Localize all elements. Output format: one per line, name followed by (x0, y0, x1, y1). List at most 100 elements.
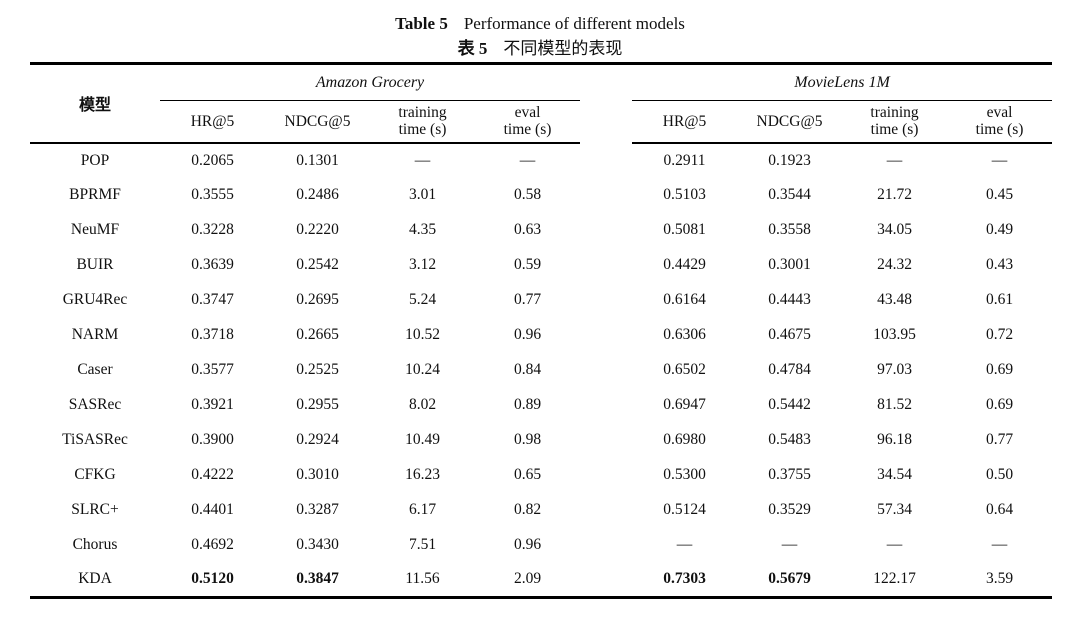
value-cell: 0.4401 (191, 501, 234, 518)
value-cell: — (886, 536, 903, 553)
metric-label-unit: time (s) (503, 121, 552, 139)
metric-column-header: HR@5 (632, 100, 738, 144)
value-cell: 0.3747 (191, 291, 234, 308)
value-cell: 0.5124 (663, 501, 706, 518)
value-cell: 0.3755 (768, 466, 811, 483)
value-cell: — (886, 151, 903, 169)
value-cell: 122.17 (873, 570, 916, 588)
value-cell: 0.58 (513, 186, 542, 203)
value-cell: 0.2542 (296, 256, 339, 273)
metric-label: training (870, 104, 919, 122)
value-cell: 6.17 (408, 501, 437, 518)
value-cell: 0.5103 (663, 186, 706, 203)
row-spacer (580, 248, 632, 283)
group-spacer (580, 64, 632, 101)
model-name: BUIR (76, 256, 114, 273)
value-cell: 0.77 (513, 291, 542, 308)
value-cell: 0.1923 (768, 151, 811, 169)
value-cell: 0.3228 (191, 221, 234, 238)
metric-label: NDCG@5 (756, 112, 823, 130)
value-cell: 0.2220 (296, 221, 339, 238)
metric-label: eval (514, 104, 541, 122)
value-cell: 24.32 (877, 256, 912, 273)
value-cell: 0.2486 (296, 186, 339, 203)
row-spacer (580, 143, 632, 178)
value-cell: 0.3847 (296, 570, 339, 588)
value-cell: 0.43 (985, 256, 1014, 273)
value-cell: 0.4443 (768, 291, 811, 308)
value-cell: 10.24 (405, 361, 440, 378)
performance-table: 模型 Amazon Grocery MovieLens 1M HR@5 NDCG@5 tr… (30, 62, 1053, 599)
value-cell: 0.6306 (663, 326, 706, 343)
value-cell: 0.69 (985, 361, 1014, 378)
value-cell: 0.4429 (663, 256, 706, 273)
value-cell: 0.4675 (768, 326, 811, 343)
table-row: NARM 0.3718 0.2665 10.52 0.96 0.6306 0.4675 103… (30, 318, 1052, 353)
value-cell: 0.2911 (663, 151, 706, 169)
table-row: Caser 0.3577 0.2525 10.24 0.84 0.6502 0.4784 97… (30, 353, 1052, 388)
caption-en-text: Performance of different models (463, 14, 685, 33)
value-cell: 4.35 (408, 221, 437, 238)
value-cell: 0.2065 (191, 151, 234, 169)
value-cell: 81.52 (877, 396, 912, 413)
value-cell: 0.89 (513, 396, 542, 413)
value-cell: 34.54 (877, 466, 912, 483)
model-name: SASRec (68, 396, 122, 413)
model-name: POP (80, 151, 110, 169)
value-cell: 0.3010 (296, 466, 339, 483)
row-spacer (580, 318, 632, 353)
caption-zh-label: 表 5 (457, 39, 488, 58)
table-row: SLRC+ 0.4401 0.3287 6.17 0.82 0.5124 0.3529 57.… (30, 493, 1052, 528)
metric-column-header: NDCG@5 (265, 100, 370, 144)
metric-column-header: HR@5 (160, 100, 265, 144)
value-cell: 0.49 (985, 221, 1014, 238)
model-name: KDA (78, 570, 112, 588)
row-spacer (580, 283, 632, 318)
table-row: TiSASRec 0.3900 0.2924 10.49 0.98 0.6980 0.548… (30, 423, 1052, 458)
value-cell: 21.72 (877, 186, 912, 203)
table-row: GRU4Rec 0.3747 0.2695 5.24 0.77 0.6164 0.4443 4… (30, 283, 1052, 318)
table-row: BPRMF 0.3555 0.2486 3.01 0.58 0.5103 0.3544 21.… (30, 178, 1052, 213)
model-column-header: 模型 (30, 63, 160, 144)
row-spacer (580, 178, 632, 213)
value-cell: 0.7303 (663, 570, 706, 588)
header-sub-row: HR@5 NDCG@5 training time (s) eval time (s) HR… (30, 100, 1053, 144)
value-cell: 10.52 (405, 326, 440, 343)
value-cell: 0.6947 (663, 396, 706, 413)
table-body: POP 0.2065 0.1301 — — 0.2911 0.1923 — — BPRMF 0.35… (30, 143, 1052, 598)
value-cell: 0.2695 (296, 291, 339, 308)
value-cell: 0.3001 (768, 256, 811, 273)
value-cell: 103.95 (873, 326, 916, 343)
metric-column-header: training time (s) (842, 100, 948, 144)
value-cell: 57.34 (877, 501, 912, 518)
table-row: Chorus 0.4692 0.3430 7.51 0.96 — — — — (30, 528, 1052, 563)
table-row: POP 0.2065 0.1301 — — 0.2911 0.1923 — — (30, 143, 1052, 178)
table-row: SASRec 0.3921 0.2955 8.02 0.89 0.6947 0.5442 81… (30, 388, 1052, 423)
value-cell: — (676, 536, 693, 553)
value-cell: 0.82 (513, 501, 542, 518)
value-cell: 7.51 (408, 536, 437, 553)
value-cell: 0.3430 (296, 536, 339, 553)
model-name: NeuMF (70, 221, 120, 238)
value-cell: 0.6980 (663, 431, 706, 448)
table-head: 模型 Amazon Grocery MovieLens 1M HR@5 NDCG@5 tr… (30, 63, 1053, 144)
value-cell: 0.84 (513, 361, 542, 378)
table-row: CFKG 0.4222 0.3010 16.23 0.65 0.5300 0.3755 34.… (30, 458, 1052, 493)
value-cell: 0.4692 (191, 536, 234, 553)
caption-english: Table 5 Performance of different models (0, 11, 1080, 36)
row-spacer (580, 388, 632, 423)
value-cell: 3.59 (985, 570, 1014, 588)
value-cell: 0.77 (985, 431, 1014, 448)
value-cell: 0.5300 (663, 466, 706, 483)
value-cell: 0.2525 (296, 361, 339, 378)
value-cell: 0.4784 (768, 361, 811, 378)
metric-label: eval (986, 104, 1013, 122)
group-spacer (580, 101, 632, 143)
value-cell: 0.96 (513, 536, 542, 553)
value-cell: 0.3577 (191, 361, 234, 378)
table-row: KDA 0.5120 0.3847 11.56 2.09 0.7303 0.5679 122.… (30, 563, 1052, 598)
value-cell: 96.18 (877, 431, 912, 448)
model-name: NARM (71, 326, 119, 343)
row-spacer (580, 423, 632, 458)
